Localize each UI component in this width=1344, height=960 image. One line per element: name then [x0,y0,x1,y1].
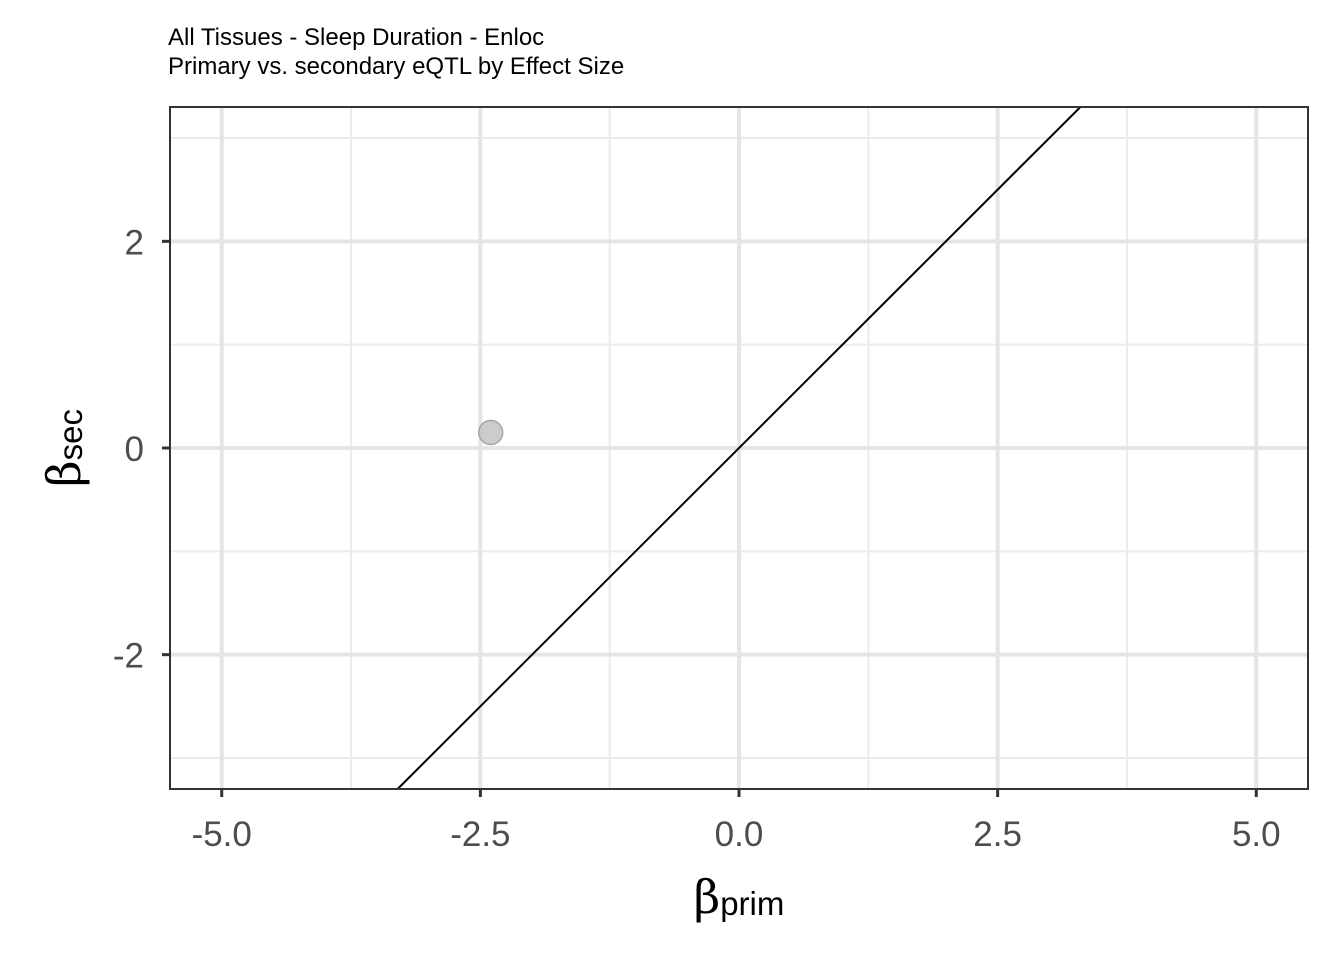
y-axis-subscript: sec [52,409,89,460]
y-tick-label: 0 [125,430,144,469]
plot-area: -5.0 -2.5 0.0 2.5 5.0 -2 0 2 [113,106,1309,854]
x-axis-symbol: β [694,870,721,924]
identity-line [396,106,1082,790]
x-tick-label: -5.0 [192,815,252,854]
data-point [477,419,504,446]
chart-subtitle: Primary vs. secondary eQTL by Effect Siz… [168,53,624,80]
x-tick-label: 5.0 [1232,815,1281,854]
x-axis-subscript: prim [720,885,784,922]
y-axis-label: βsec [37,409,91,487]
chart-title: All Tissues - Sleep Duration - Enloc [168,24,544,51]
x-axis-label: βprim [694,870,785,924]
y-axis-symbol: β [37,460,91,487]
y-tick-label: -2 [113,637,144,676]
x-tick-label: 2.5 [973,815,1022,854]
y-tick-label: 2 [125,223,144,262]
x-tick-label: 0.0 [715,815,764,854]
x-tick-label: -2.5 [450,815,510,854]
